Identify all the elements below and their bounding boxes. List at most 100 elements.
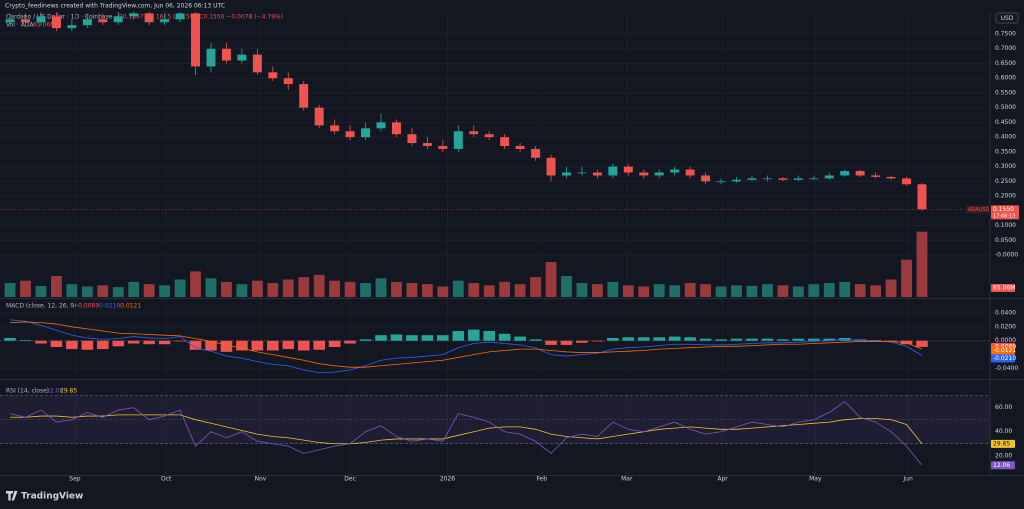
candle-body — [36, 16, 46, 23]
macd-line — [10, 319, 923, 374]
x-tick-label: Jun — [902, 476, 913, 483]
currency[interactable]: USD — [1001, 15, 1014, 22]
y-tick-label: 0.6500 — [995, 60, 1016, 67]
candle-body — [283, 78, 293, 85]
candle-body — [762, 178, 772, 180]
candle-body — [113, 16, 123, 23]
volume-bar — [20, 280, 31, 297]
macd-histogram-bar — [777, 339, 789, 341]
volume-bar — [916, 231, 928, 297]
candle-body — [778, 178, 788, 180]
macd-histogram-bar — [19, 340, 32, 341]
x-tick-label: Mar — [621, 476, 633, 483]
candle-body — [902, 178, 912, 185]
y-tick-label: 0.2500 — [995, 178, 1016, 185]
x-tick-label: Apr — [717, 476, 728, 483]
macd-histogram-bar — [344, 340, 356, 344]
volume-bar — [792, 286, 804, 297]
candle-body — [546, 157, 556, 176]
macd-histogram-bar — [823, 338, 836, 341]
candle-body — [793, 178, 803, 180]
macd-histogram-bar — [437, 335, 449, 341]
y-tick-label: -0.0000 — [995, 252, 1018, 259]
y-tick-label: 20.00 — [995, 452, 1012, 459]
candle-body — [840, 171, 850, 176]
macd-histogram-bar — [174, 340, 186, 342]
macd-histogram-bar — [81, 340, 94, 350]
volume-bar — [313, 274, 325, 297]
candle-body — [221, 48, 231, 61]
currency-button[interactable] — [995, 12, 1019, 24]
y-tick-label: 0.2000 — [995, 193, 1016, 200]
volume-bar — [746, 285, 758, 297]
macd-histogram-bar — [189, 340, 202, 350]
volume-bar — [468, 283, 480, 297]
volume-bar — [81, 286, 93, 297]
macd-histogram-bar — [236, 340, 248, 351]
macd-histogram-bar — [622, 337, 635, 341]
candle-body — [623, 166, 633, 173]
candle-body — [500, 137, 510, 146]
candle-body — [82, 19, 92, 26]
candle-body — [5, 19, 15, 23]
x-tick-label: 2026 — [440, 476, 455, 483]
macd-histogram-bar — [66, 340, 78, 350]
volume-bar — [530, 277, 541, 297]
candle-body — [160, 19, 170, 23]
volume-bar — [885, 279, 897, 297]
candle-body — [376, 122, 386, 129]
price-tag — [991, 284, 1015, 292]
volume-bar — [561, 276, 572, 297]
volume-bar — [622, 285, 634, 297]
candle-body — [639, 172, 649, 176]
price-tag-label: 29.85 — [993, 440, 1010, 447]
volume-title: Vol · ADA — [6, 22, 34, 29]
macd-histogram-bar — [50, 340, 63, 347]
logo-dot — [14, 490, 17, 494]
macd-histogram-bar — [498, 333, 511, 341]
macd-histogram-bar — [359, 339, 372, 341]
candle-body — [871, 175, 881, 177]
candle-body — [67, 25, 77, 29]
candle-body — [191, 13, 201, 67]
volume-bar — [715, 286, 727, 297]
macd-histogram-bar — [406, 335, 418, 341]
volume-bar — [66, 284, 78, 297]
candle-body — [469, 131, 479, 135]
macd-histogram-bar — [761, 338, 774, 341]
y-tick-label: 0.6000 — [995, 75, 1016, 82]
candle-body — [237, 54, 247, 61]
volume-bar — [360, 283, 371, 297]
volume-bar — [839, 281, 851, 297]
candle-body — [824, 175, 834, 179]
volume-bar — [854, 284, 866, 297]
macd-histogram-bar — [328, 340, 341, 347]
candle-body — [51, 16, 61, 29]
volume-bar — [777, 285, 789, 297]
macd-histogram-bar — [684, 337, 696, 341]
volume-bar — [452, 280, 464, 297]
macd-histogram-bar — [267, 340, 279, 351]
x-tick-label: Sep — [69, 476, 81, 483]
macd-legend-hist: -0.0089 — [76, 303, 99, 310]
candle-body — [129, 13, 139, 17]
volume-bar — [282, 279, 294, 297]
y-tick-label: 0.3000 — [995, 163, 1016, 170]
macd-histogram-bar — [792, 338, 805, 341]
macd-histogram-bar — [746, 338, 758, 341]
candle-body — [299, 84, 309, 108]
volume-bar — [406, 283, 418, 297]
macd-histogram-bar — [715, 339, 727, 341]
candle-body — [407, 134, 417, 144]
volume-bar — [4, 283, 16, 297]
price-tag — [991, 205, 1019, 220]
volume-bar — [762, 284, 773, 297]
candle-body — [438, 145, 448, 149]
y-tick-label: 0.7000 — [995, 45, 1016, 52]
y-tick-label: 0.4000 — [995, 134, 1016, 141]
volume-bar — [251, 280, 263, 297]
x-tick-label: May — [809, 476, 822, 483]
macd-histogram-bar — [205, 340, 217, 351]
macd-histogram-bar — [545, 340, 557, 345]
